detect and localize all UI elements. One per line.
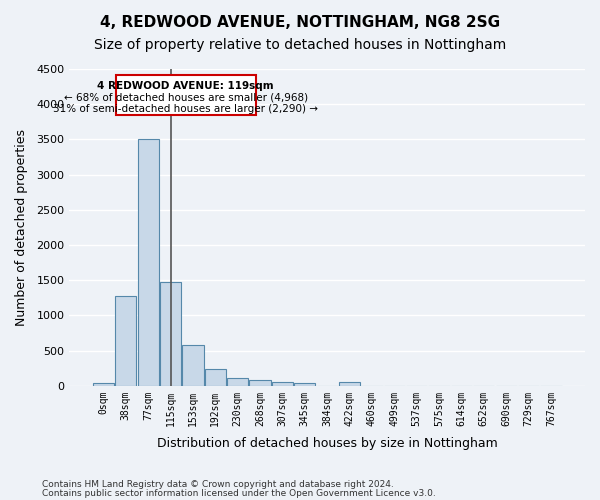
Bar <box>137 140 159 386</box>
Bar <box>115 296 136 386</box>
Text: Contains HM Land Registry data © Crown copyright and database right 2024.: Contains HM Land Registry data © Crown c… <box>42 480 394 489</box>
Y-axis label: Number of detached properties: Number of detached properties <box>15 129 28 326</box>
Bar <box>182 346 203 386</box>
Bar <box>93 384 114 386</box>
Text: 31% of semi-detached houses are larger (2,290) →: 31% of semi-detached houses are larger (… <box>53 104 318 114</box>
Text: 4, REDWOOD AVENUE, NOTTINGHAM, NG8 2SG: 4, REDWOOD AVENUE, NOTTINGHAM, NG8 2SG <box>100 15 500 30</box>
Text: 4 REDWOOD AVENUE: 119sqm: 4 REDWOOD AVENUE: 119sqm <box>97 81 274 91</box>
FancyBboxPatch shape <box>116 74 256 116</box>
Bar <box>227 378 248 386</box>
Bar <box>205 369 226 386</box>
Bar <box>294 384 316 386</box>
Bar <box>250 380 271 386</box>
Bar <box>272 382 293 386</box>
X-axis label: Distribution of detached houses by size in Nottingham: Distribution of detached houses by size … <box>157 437 497 450</box>
Bar <box>339 382 360 386</box>
Text: ← 68% of detached houses are smaller (4,968): ← 68% of detached houses are smaller (4,… <box>64 93 308 103</box>
Text: Size of property relative to detached houses in Nottingham: Size of property relative to detached ho… <box>94 38 506 52</box>
Bar <box>160 282 181 386</box>
Text: Contains public sector information licensed under the Open Government Licence v3: Contains public sector information licen… <box>42 488 436 498</box>
